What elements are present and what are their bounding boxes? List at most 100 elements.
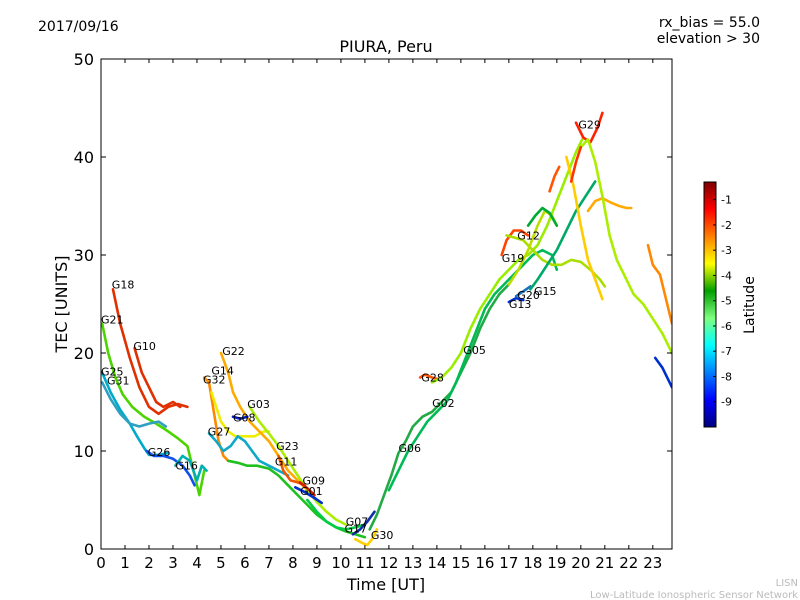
satellite-label: G27 <box>208 425 231 438</box>
series-G26 <box>145 449 196 487</box>
satellite-label: G20 <box>517 289 540 302</box>
x-tick-layer: 0 1 2 3 4 5 6 7 8 9 10 11 12 13 14 15 16 17 18 19 20 21 22 23 <box>96 59 662 572</box>
satellite-label: G03 <box>247 398 270 411</box>
series-G20 <box>514 285 532 298</box>
satellite-label: G19 <box>502 252 525 265</box>
colorbar-tick-label: -8 <box>721 370 732 383</box>
satellite-label: G28 <box>421 371 444 384</box>
series-G19 <box>500 229 530 257</box>
series-G17 <box>351 510 376 536</box>
colorbar-tick-label: -4 <box>721 269 732 282</box>
series-G06 <box>368 283 511 531</box>
series-G02 <box>387 248 559 492</box>
x-tick-label: 0 <box>96 554 106 572</box>
x-tick-label: 22 <box>619 554 638 572</box>
x-tick-label: 5 <box>216 554 226 572</box>
elevation-label: elevation > 30 <box>657 31 760 47</box>
date-label: 2017/09/16 <box>38 19 119 35</box>
satellite-label: G06 <box>399 442 422 455</box>
series-G07 <box>306 498 367 531</box>
series-G18 <box>111 288 189 416</box>
series-G32 <box>202 376 230 463</box>
series-G28 <box>418 373 441 381</box>
x-tick-label: 3 <box>168 554 178 572</box>
rx-bias-label: rx_bias = 55.0 <box>659 15 760 31</box>
series-G04 <box>526 206 559 227</box>
satellite-label: G11 <box>275 456 298 469</box>
satellite-label: G13 <box>509 298 532 311</box>
satellite-label: G08 <box>233 412 256 425</box>
x-tick-label: 20 <box>571 554 590 572</box>
x-tick-label: 12 <box>379 554 398 572</box>
x-tick-label: 11 <box>355 554 374 572</box>
x-tick-label: 19 <box>547 554 566 572</box>
x-tick-label: 10 <box>331 554 350 572</box>
y-tick-layer: 0 10 20 30 40 50 <box>74 50 672 559</box>
satellite-label: G10 <box>133 340 156 353</box>
footer-org-short: LISN <box>776 578 798 589</box>
satellite-label: G26 <box>148 446 171 459</box>
colorbar-tick-label: -2 <box>721 219 732 232</box>
plot-frame <box>100 58 673 550</box>
series-G31 <box>101 381 168 428</box>
series-G11 <box>226 459 367 539</box>
x-tick-label: 6 <box>240 554 250 572</box>
y-tick-label: 20 <box>74 344 94 363</box>
satellite-label: G05 <box>463 344 486 357</box>
x-tick-label: 21 <box>595 554 614 572</box>
series-G13 <box>507 296 525 304</box>
x-axis-label: Time [UT] <box>346 575 425 594</box>
x-tick-label: 9 <box>312 554 322 572</box>
colorbar <box>703 181 717 428</box>
series-G37 <box>548 165 561 193</box>
colorbar-tick-label: -3 <box>721 244 732 257</box>
satellite-label: G01 <box>300 485 323 498</box>
satellite-label: G32 <box>203 373 226 386</box>
x-tick-label: 18 <box>523 554 542 572</box>
satellite-label: G21 <box>101 314 124 327</box>
satellite-label: G14 <box>211 365 234 378</box>
series-G36 <box>569 145 583 183</box>
x-tick-label: 7 <box>264 554 274 572</box>
x-tick-label: 17 <box>499 554 518 572</box>
series-G08 <box>231 415 249 420</box>
series-G15 <box>529 180 597 291</box>
x-tick-label: 15 <box>451 554 470 572</box>
x-tick-label: 1 <box>120 554 130 572</box>
series-G39 <box>653 356 672 389</box>
satellite-label: G18 <box>112 278 135 291</box>
colorbar-tick-label: -9 <box>721 396 732 409</box>
colorbar-tick-layer: -1 -2 -3 -4 -5 -6 -7 -8 -9 <box>713 194 732 409</box>
series-G10 <box>133 346 182 409</box>
colorbar-tick-label: -5 <box>721 295 732 308</box>
chart-title: PIURA, Peru <box>339 37 432 56</box>
y-tick-label: 40 <box>74 148 94 167</box>
x-tick-label: 14 <box>427 554 446 572</box>
satellite-label: G09 <box>303 474 326 487</box>
satellite-label: G15 <box>534 285 557 298</box>
series-G27 <box>207 432 290 477</box>
series-G33 <box>574 111 604 144</box>
colorbar-tick-label: -1 <box>721 194 732 207</box>
y-tick-label: 0 <box>84 540 94 559</box>
y-tick-label: 30 <box>74 246 94 265</box>
series-G30 <box>354 528 379 547</box>
satellite-label: G16 <box>175 460 198 473</box>
series-G05 <box>430 136 585 384</box>
colorbar-tick-label: -6 <box>721 320 732 333</box>
colorbar-label: Latitude <box>742 276 758 334</box>
satellite-label: G29 <box>578 119 601 132</box>
satellite-label: G07 <box>346 516 369 529</box>
x-tick-label: 16 <box>475 554 494 572</box>
satellite-label: G12 <box>517 229 540 242</box>
y-axis-label: TEC [UNITS] <box>52 256 71 354</box>
series-layer <box>101 111 672 547</box>
y-tick-label: 50 <box>74 50 94 69</box>
footer-org-full: Low-Latitude Ionospheric Sensor Network <box>590 590 798 600</box>
series-G03 <box>248 405 347 526</box>
colorbar-tick-label: -7 <box>721 345 732 358</box>
x-tick-label: 2 <box>144 554 154 572</box>
satellite-label: G17 <box>345 522 368 535</box>
